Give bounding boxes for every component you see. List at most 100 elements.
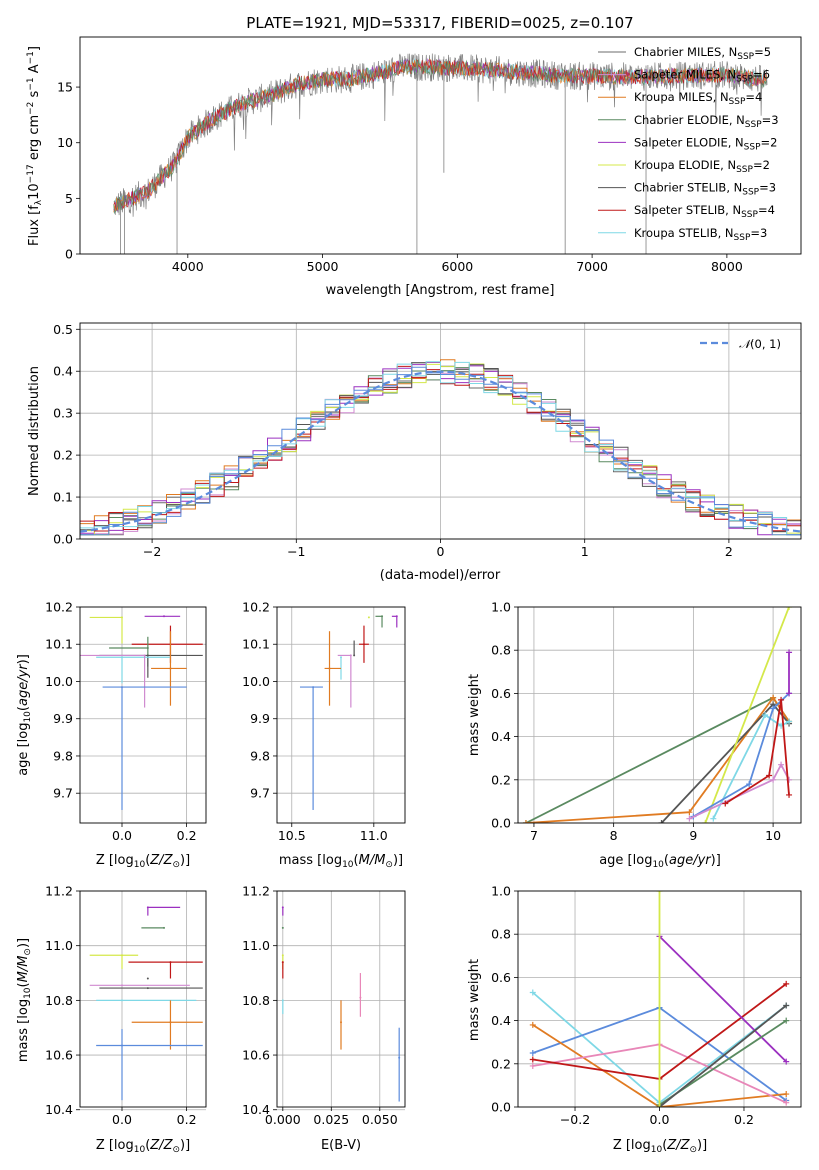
weight-marker	[656, 891, 663, 894]
x-tick-label: 10	[765, 828, 781, 843]
weight-marker	[529, 1062, 536, 1069]
x-tick-label: 6000	[441, 259, 473, 274]
axes-frame	[79, 890, 207, 1108]
x-tick-label: 9	[689, 828, 697, 843]
y-tick-label: 0.0	[491, 816, 511, 831]
y-tick-label: 0.6	[491, 686, 511, 701]
data-point	[121, 954, 123, 957]
gridlines	[518, 606, 801, 824]
x-tick-label: 10.5	[278, 828, 306, 843]
plot-area	[80, 615, 203, 810]
data-point	[163, 615, 165, 618]
y-tick-label: 0.0	[53, 532, 73, 547]
x-axis-label: Z [log10(Z/Z⊙)]	[96, 853, 190, 870]
weight-marker	[778, 696, 785, 703]
data-point	[353, 654, 356, 657]
x-tick-label: 0.0	[650, 1112, 670, 1127]
x-tick-label: −2	[143, 544, 161, 559]
y-tick-label: 1.0	[491, 884, 511, 899]
y-tick-label: 11.2	[45, 884, 73, 899]
y-tick-label: 10.2	[45, 600, 73, 615]
plot-area	[113, 53, 768, 254]
y-tick-label: 9.7	[250, 786, 270, 801]
weight-marker	[778, 761, 785, 768]
weight-marker	[786, 607, 793, 610]
y-tick-label: 9.8	[53, 748, 73, 763]
data-point	[121, 616, 123, 619]
x-tick-label: 7000	[576, 259, 608, 274]
data-point	[121, 984, 123, 987]
x-tick-label: 0.000	[265, 1112, 301, 1127]
axes-frame	[79, 36, 802, 255]
y-tick-label: 10.6	[242, 1048, 270, 1063]
plot-area	[281, 906, 401, 1102]
weight-marker	[529, 1050, 536, 1056]
x-tick-label: 0.2	[177, 828, 197, 843]
weight-line	[532, 1024, 787, 1107]
y-tick-label: 0.2	[491, 772, 511, 787]
x-axis-label: Z [log10(Z/Z⊙)]	[613, 1138, 707, 1155]
x-tick-label: 4000	[172, 259, 204, 274]
y-tick-label: 0.4	[53, 364, 73, 379]
data-point	[121, 1044, 123, 1047]
x-axis-label: age [log10(age/yr)]	[599, 853, 721, 870]
y-tick-label: 0.2	[491, 1056, 511, 1071]
plot-area	[89, 906, 203, 1101]
x-tick-label: 0.2	[177, 1112, 197, 1127]
x-tick-label: −1	[287, 544, 305, 559]
weight-line	[712, 713, 790, 820]
weight-marker	[783, 1091, 790, 1098]
y-tick-label: 10.0	[242, 674, 270, 689]
y-tick-label: 9.7	[53, 786, 73, 801]
data-point	[398, 1056, 401, 1059]
x-tick-label: 8	[610, 828, 618, 843]
x-tick-label: 8000	[711, 259, 743, 274]
data-point	[146, 987, 149, 990]
x-axis-label: E(B-V)	[321, 1138, 361, 1153]
legend: Chabrier MILES, NSSP=5 Salpeter MILES, NS…	[598, 45, 779, 243]
normal-curve	[80, 370, 801, 533]
weight-marker	[658, 820, 665, 823]
x-tick-label: 2	[725, 544, 733, 559]
x-tick-label: −0.2	[560, 1112, 590, 1127]
weight-marker	[786, 690, 793, 697]
y-tick-label: 10.4	[45, 1102, 73, 1117]
axes-age_vs_Z: 0.0 0.2 9.7 9.8 9.9 10.0 10.1 10.2	[45, 600, 207, 843]
y-tick-label: 10.1	[242, 637, 270, 652]
axes-frame	[517, 606, 802, 824]
y-tick-label: 9.9	[250, 711, 270, 726]
model-chabrier-elodie	[113, 59, 767, 215]
weight-marker	[686, 809, 693, 816]
y-axis-label: Flux [fλ10−17 erg cm−2 s−1 A−1]	[26, 46, 44, 246]
plot-area	[80, 359, 801, 536]
weight-marker	[786, 649, 793, 656]
weight-marker	[746, 781, 753, 788]
gridlines	[277, 890, 405, 1111]
data-point	[281, 961, 284, 964]
y-tick-label: 0.3	[53, 406, 73, 421]
axes-frame	[276, 890, 406, 1108]
weight-marker	[522, 820, 529, 823]
data-point	[281, 999, 284, 1002]
plot-area	[299, 615, 398, 810]
weight-marker	[770, 776, 777, 783]
axes-frame	[517, 890, 802, 1108]
weight-marker	[786, 718, 793, 725]
x-axis-label: Z [log10(Z/Z⊙)]	[96, 1138, 190, 1155]
y-axis-label: mass weight	[467, 674, 482, 756]
data-point	[395, 615, 398, 618]
weight-marker	[762, 712, 769, 718]
data-point	[362, 643, 365, 646]
data-point	[281, 954, 284, 957]
weight-marker	[702, 820, 709, 823]
legend-entry: 𝒩(0, 1)	[739, 337, 781, 351]
weight-marker	[766, 772, 773, 779]
y-tick-label: 0.5	[53, 322, 73, 337]
x-tick-label: 7	[530, 828, 538, 843]
y-tick-label: 10.2	[242, 600, 270, 615]
y-tick-label: 9.8	[250, 748, 270, 763]
data-point	[349, 654, 352, 657]
x-tick-label: 5000	[307, 259, 339, 274]
y-tick-label: 1.0	[491, 600, 511, 615]
data-point	[143, 654, 146, 657]
